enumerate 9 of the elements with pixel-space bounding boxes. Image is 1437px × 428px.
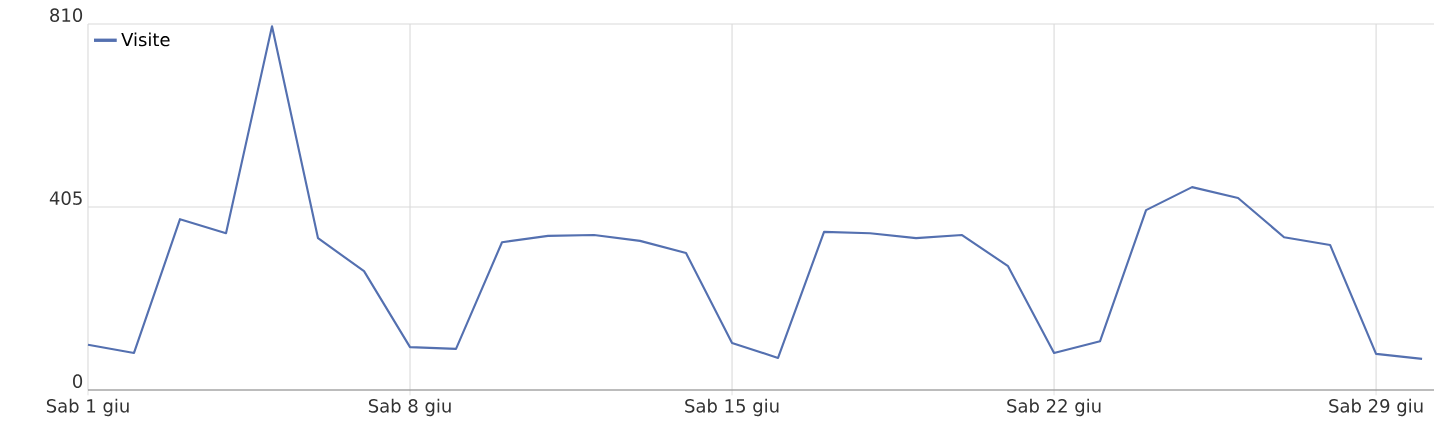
- y-tick-label: 405: [49, 191, 82, 205]
- legend-label: Visite: [121, 32, 170, 47]
- x-tick-label: Sab 15 giu: [685, 398, 779, 417]
- x-tick-label: Sab 1 giu: [46, 398, 129, 417]
- y-tick-label: 0: [73, 374, 83, 388]
- x-tick-label: Sab 29 giu: [1329, 398, 1423, 417]
- x-tick-label: Sab 8 giu: [368, 398, 451, 417]
- x-tick-label: Sab 22 giu: [1007, 398, 1101, 417]
- y-tick-label: 810: [50, 8, 83, 22]
